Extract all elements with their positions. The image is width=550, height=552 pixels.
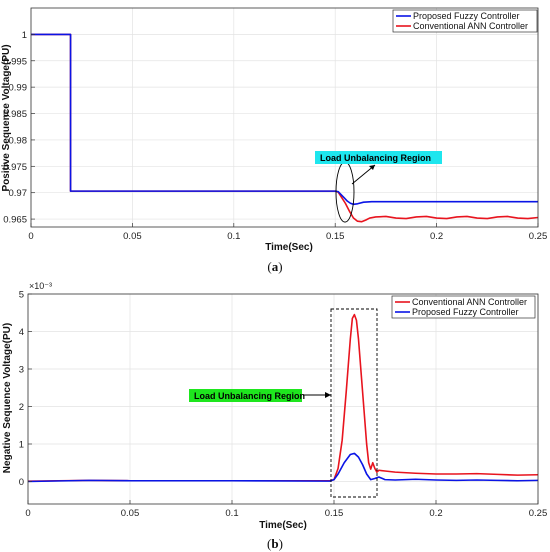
x-tick-label: 0.05	[123, 231, 142, 242]
arrowhead-b	[325, 392, 331, 398]
x-tick-label: 0.2	[429, 508, 442, 519]
legend-label-a-fuzzy: Proposed Fuzzy Controller	[413, 11, 520, 21]
y-tick-label: 4	[19, 327, 24, 338]
annotation-text-a: Load Unbalancing Region	[320, 153, 431, 163]
annotation-box-a	[315, 151, 442, 164]
legend-box-b	[391, 295, 536, 319]
y-tick-label: 1	[19, 440, 24, 451]
annotation-box-b	[189, 389, 302, 402]
y-tick-label: 3	[19, 365, 24, 376]
caption-b: (b)	[267, 536, 283, 551]
x-tick-label: 0.2	[430, 231, 443, 242]
y-tick-label: 1	[22, 30, 27, 41]
x-axis-label-b: Time(Sec)	[259, 520, 307, 531]
panel-a: 0 0.05 0.1 0.15 0.2 0.25 0.965 0.97 0.975 0.98 0.9…	[1, 7, 547, 274]
ticks-a: 0 0.05 0.1 0.15 0.2 0.25 0.965 0.97 0.975 0.98 0.9…	[3, 30, 547, 242]
y-tick-label: 0.975	[3, 162, 27, 173]
x-tick-label: 0	[25, 508, 30, 519]
x-tick-label: 0.05	[121, 508, 140, 519]
y-exponent-b: ×10⁻³	[29, 281, 52, 291]
y-tick-label: 0.97	[9, 188, 28, 199]
annotation-arrow-a	[351, 164, 376, 185]
y-tick-label: 0.985	[3, 109, 27, 120]
series-line-red	[31, 33, 539, 223]
legend-box-a	[392, 9, 538, 33]
y-tick-label: 2	[19, 402, 24, 413]
x-tick-label: 0.25	[529, 508, 548, 519]
ticks-b: 0 0.05 0.1 0.15 0.2 0.25 0 1 2 3 4 5	[19, 290, 548, 520]
x-axis-label-a: Time(Sec)	[265, 242, 313, 253]
arrowhead-a	[369, 165, 375, 170]
series-b	[27, 313, 539, 483]
annotation-text-b: Load Unbalancing Region	[194, 391, 305, 401]
series-line-blue	[27, 452, 539, 483]
plot-area-a	[31, 8, 538, 227]
legend-label-b-fuzzy: Proposed Fuzzy Controller	[412, 307, 519, 317]
axes-frame-b	[27, 293, 539, 505]
series-line-blue	[31, 33, 538, 206]
axes-frame-a	[30, 7, 539, 228]
legend-label-b-ann: Conventional ANN Controller	[412, 297, 527, 307]
legend-a: Proposed Fuzzy Controller Conventional A…	[392, 9, 538, 33]
y-tick-label: 5	[19, 290, 24, 301]
x-tick-label: 0.1	[227, 231, 240, 242]
x-tick-label: 0.15	[325, 508, 344, 519]
x-tick-label: 0.1	[225, 508, 238, 519]
y-tick-label: 0	[19, 477, 24, 488]
y-tick-label: 0.965	[3, 215, 27, 226]
y-axis-label-a: Positive Sequence Voltage(PU)	[1, 44, 12, 191]
x-tick-label: 0.15	[326, 231, 345, 242]
y-tick-label: 0.995	[3, 56, 27, 67]
y-tick-label: 0.99	[9, 83, 28, 94]
region-dashed-box-b	[330, 308, 378, 498]
y-tick-label: 0.98	[9, 135, 28, 146]
x-tick-label: 0	[28, 231, 33, 242]
panel-b: 0 0.05 0.1 0.15 0.2 0.25 0 1 2 3 4 5 ×10⁻³ Load Unb…	[2, 281, 547, 551]
x-tick-label: 0.25	[529, 231, 548, 242]
series-a	[31, 33, 539, 223]
caption-a: (a)	[267, 259, 282, 274]
legend-b: Conventional ANN Controller Proposed Fuz…	[391, 295, 536, 319]
legend-label-a-ann: Conventional ANN Controller	[413, 21, 528, 31]
y-axis-label-b: Negative Sequence Voltage(PU)	[2, 323, 13, 473]
